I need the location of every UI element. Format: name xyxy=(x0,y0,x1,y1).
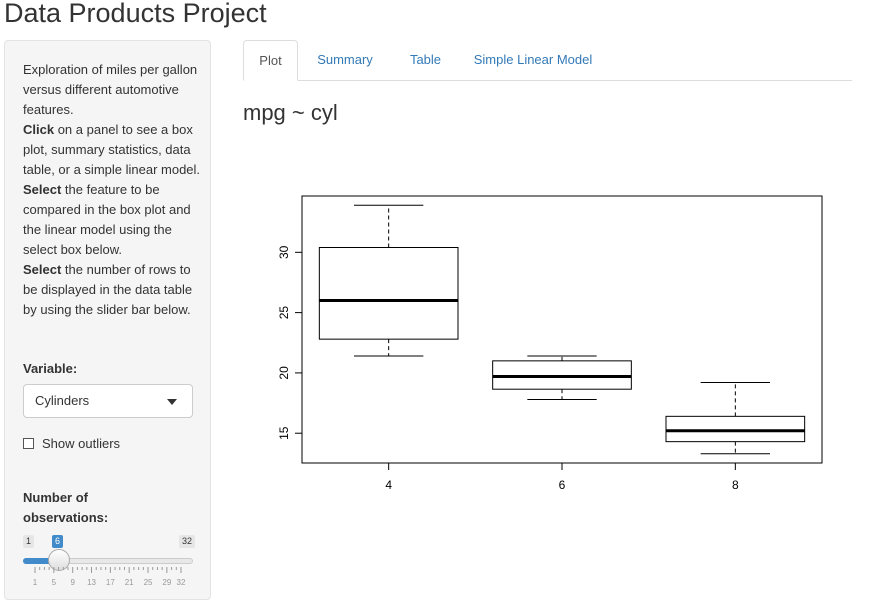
chevron-down-icon xyxy=(167,399,177,405)
slider-grid: 1 5 9 13 17 21 25 29 32 xyxy=(33,567,186,587)
slider-tick-label: 13 xyxy=(87,578,96,587)
slider-fill xyxy=(23,558,59,564)
box-iqr xyxy=(492,360,632,390)
y-tick-label: 25 xyxy=(277,306,291,320)
box-iqr xyxy=(665,415,806,443)
tab-simple-linear-model[interactable]: Simple Linear Model xyxy=(473,52,593,67)
observations-label: Number of observations: xyxy=(23,490,109,525)
tab-summary[interactable]: Summary xyxy=(317,52,373,67)
variable-select[interactable]: Cylinders xyxy=(23,384,193,418)
slider-handle[interactable] xyxy=(47,549,70,571)
slider-value-label: 6 xyxy=(52,535,64,548)
y-tick-label: 15 xyxy=(277,426,291,440)
tab-bar: Plot Summary Table Simple Linear Model xyxy=(243,40,852,81)
variable-select-value: Cylinders xyxy=(35,393,90,408)
x-tick-label: 8 xyxy=(732,478,739,492)
show-outliers-label: Show outliers xyxy=(42,436,121,451)
plot-heading: mpg ~ cyl xyxy=(243,100,338,125)
page-title: Data Products Project xyxy=(4,0,267,28)
tab-table[interactable]: Table xyxy=(409,52,442,67)
variable-label: Variable: xyxy=(23,361,78,376)
slider-tick-label: 32 xyxy=(177,578,186,587)
slider-tick-label: 9 xyxy=(70,578,75,587)
slider-tick-label: 1 xyxy=(33,578,38,587)
boxplot-chart: 4 6 8 15 20 25 30 xyxy=(277,195,823,492)
desc-line-1: Exploration of miles per gallon versus d… xyxy=(23,62,198,117)
show-outliers-checkbox[interactable] xyxy=(23,438,34,449)
slider-tick-label: 21 xyxy=(125,578,134,587)
slider-tick-label: 29 xyxy=(162,578,171,587)
slider-min-label: 1 xyxy=(23,535,35,548)
desc-line-2: Click on a panel to see a box plot, summ… xyxy=(23,122,201,177)
slider-tick-label: 5 xyxy=(52,578,57,587)
slider-max-label: 32 xyxy=(178,535,195,548)
sidebar-panel: Exploration of miles per gallon versus d… xyxy=(4,40,211,600)
desc-line-3: Select the feature to be compared in the… xyxy=(23,182,191,257)
y-tick-label: 20 xyxy=(277,366,291,380)
slider-tick-label: 17 xyxy=(106,578,115,587)
observations-slider[interactable]: 1 6 32 1 5 9 13 17 21 25 29 32 xyxy=(23,531,195,591)
box-iqr xyxy=(318,246,459,340)
sidebar-description: Exploration of miles per gallon versus d… xyxy=(23,60,201,320)
slider-tick-label: 25 xyxy=(144,578,153,587)
desc-line-4: Select the number of rows to be displaye… xyxy=(23,262,193,317)
x-tick-label: 4 xyxy=(385,478,392,492)
y-tick-label: 30 xyxy=(277,245,291,259)
x-tick-label: 6 xyxy=(559,478,566,492)
tab-plot[interactable]: Plot xyxy=(243,40,298,81)
